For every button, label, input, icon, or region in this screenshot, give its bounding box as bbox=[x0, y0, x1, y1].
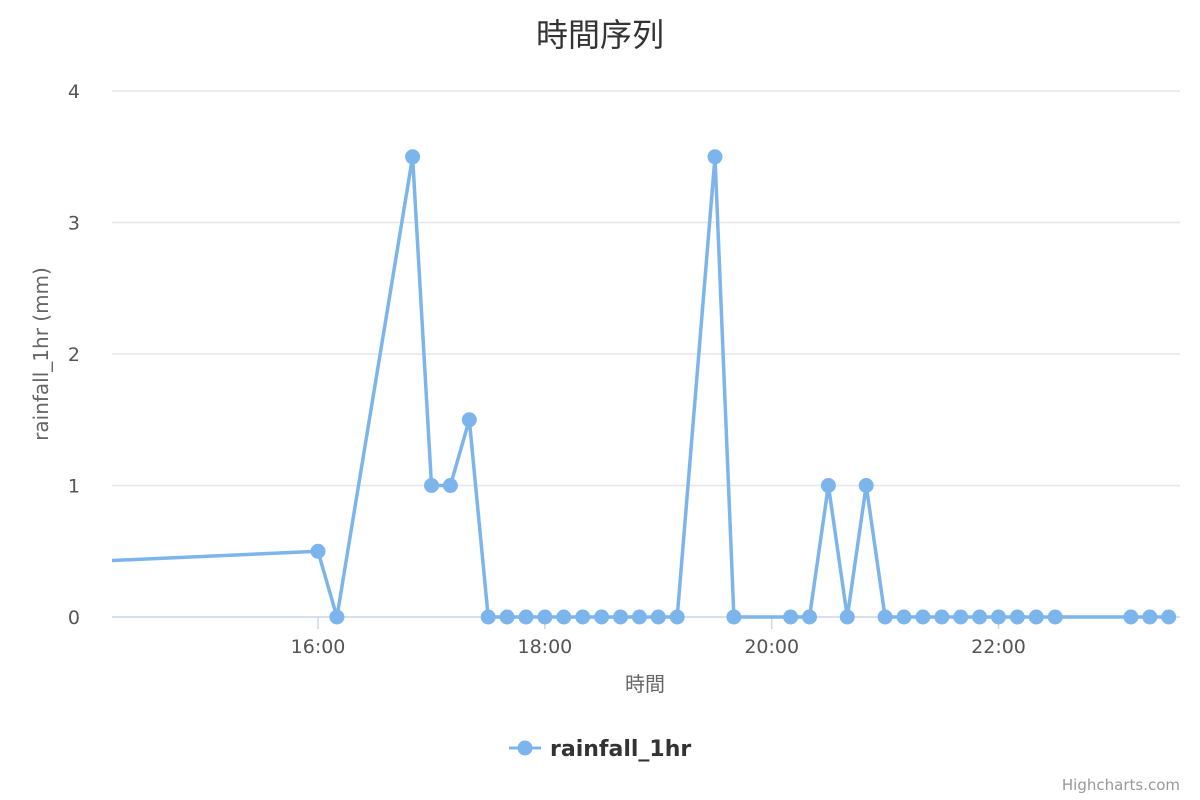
data-point bbox=[310, 543, 326, 559]
data-point bbox=[1009, 609, 1025, 625]
data-point bbox=[839, 609, 855, 625]
data-point bbox=[537, 609, 553, 625]
x-tick-label: 20:00 bbox=[744, 636, 799, 658]
legend[interactable]: rainfall_1hr bbox=[509, 737, 691, 762]
data-point bbox=[783, 609, 799, 625]
x-tick-label: 16:00 bbox=[291, 636, 346, 658]
data-point bbox=[820, 478, 836, 493]
y-tick-label: 2 bbox=[68, 344, 80, 366]
data-point bbox=[896, 609, 912, 625]
series-line bbox=[111, 155, 1169, 619]
data-point bbox=[726, 609, 742, 625]
data-point bbox=[858, 478, 874, 493]
x-tick-label: 18:00 bbox=[517, 636, 572, 658]
data-point bbox=[556, 609, 572, 625]
legend-marker-symbol bbox=[517, 740, 533, 756]
data-point bbox=[405, 149, 421, 165]
data-point bbox=[442, 478, 458, 493]
series-rainfall-1hr bbox=[111, 149, 1177, 625]
data-point bbox=[1142, 609, 1158, 625]
data-point bbox=[329, 609, 345, 625]
data-point bbox=[631, 609, 647, 625]
x-tick-label: 22:00 bbox=[971, 636, 1026, 658]
data-point bbox=[613, 609, 628, 625]
grid-lines bbox=[112, 90, 1180, 618]
data-point bbox=[934, 609, 950, 625]
x-axis-ticks: 16:00 18:00 20:00 22:00 bbox=[291, 617, 1026, 658]
y-axis-ticks: 0 1 2 3 4 bbox=[68, 81, 80, 629]
data-point bbox=[915, 609, 931, 625]
data-point bbox=[594, 609, 610, 625]
y-tick-label: 4 bbox=[68, 81, 80, 103]
credits-link[interactable]: Highcharts.com bbox=[1062, 776, 1180, 794]
data-point bbox=[518, 609, 534, 625]
data-point bbox=[650, 609, 666, 625]
data-point bbox=[480, 609, 496, 625]
y-tick-label: 0 bbox=[68, 607, 80, 629]
y-axis-title: rainfall_1hr (mm) bbox=[29, 267, 53, 441]
data-point bbox=[424, 478, 439, 493]
data-point bbox=[1047, 609, 1063, 625]
data-point bbox=[499, 609, 515, 625]
x-axis-title: 時間 bbox=[625, 672, 665, 696]
data-point bbox=[972, 609, 988, 625]
data-point bbox=[461, 412, 477, 428]
y-tick-label: 3 bbox=[68, 213, 80, 235]
data-point bbox=[991, 609, 1006, 625]
legend-item-label[interactable]: rainfall_1hr bbox=[550, 737, 691, 762]
data-point bbox=[877, 609, 893, 625]
chart-title: 時間序列 bbox=[536, 16, 664, 54]
data-point bbox=[1028, 609, 1044, 625]
data-point bbox=[575, 609, 591, 625]
data-point bbox=[953, 609, 969, 625]
y-tick-label: 1 bbox=[68, 476, 80, 498]
data-point bbox=[1161, 609, 1177, 625]
data-point bbox=[707, 149, 723, 165]
data-point bbox=[802, 609, 817, 625]
data-point bbox=[669, 609, 685, 625]
data-point bbox=[1123, 609, 1139, 625]
